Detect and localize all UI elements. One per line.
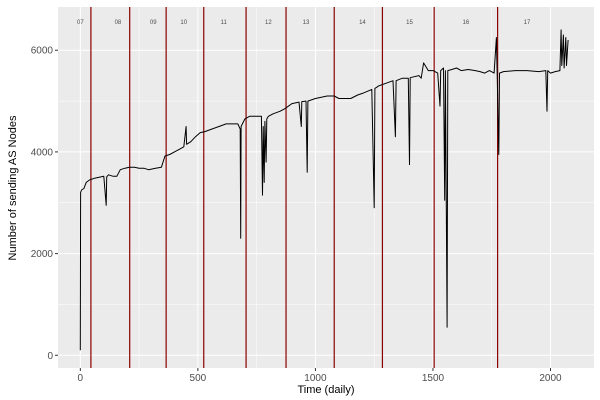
period-label: 08 (115, 20, 122, 26)
major-gridlines (58, 7, 594, 368)
period-label: 12 (265, 20, 272, 26)
x-tick-label: 500 (190, 373, 207, 384)
y-tick-label: 2000 (31, 249, 54, 260)
period-label: 15 (406, 20, 413, 26)
y-axis-ticks: 0 2000 4000 6000 (31, 46, 58, 362)
x-tick-label: 2000 (539, 373, 562, 384)
y-tick-label: 0 (47, 351, 53, 362)
period-label: 10 (180, 20, 187, 26)
period-label: 17 (524, 20, 531, 26)
period-label: 13 (303, 20, 310, 26)
period-labels: 07 08 09 10 11 12 13 14 15 16 17 (77, 20, 531, 26)
x-tick-label: 1000 (304, 373, 327, 384)
y-axis-title: Number of sending AS Nodes (7, 115, 19, 260)
period-boundary-lines (90, 7, 499, 368)
period-label: 16 (463, 20, 470, 26)
x-axis-title: Time (daily) (297, 384, 354, 396)
minor-gridlines (58, 7, 594, 368)
x-tick-label: 0 (78, 373, 84, 384)
period-label: 14 (359, 20, 366, 26)
y-tick-label: 6000 (31, 46, 54, 57)
period-label: 11 (221, 20, 228, 26)
panel-background (58, 7, 594, 368)
period-label: 07 (77, 20, 84, 26)
x-tick-label: 1500 (422, 373, 445, 384)
series-line (79, 29, 569, 351)
y-tick-label: 4000 (31, 147, 54, 158)
x-axis-ticks: 0 500 1000 1500 2000 (78, 368, 562, 384)
period-label: 09 (150, 20, 157, 26)
